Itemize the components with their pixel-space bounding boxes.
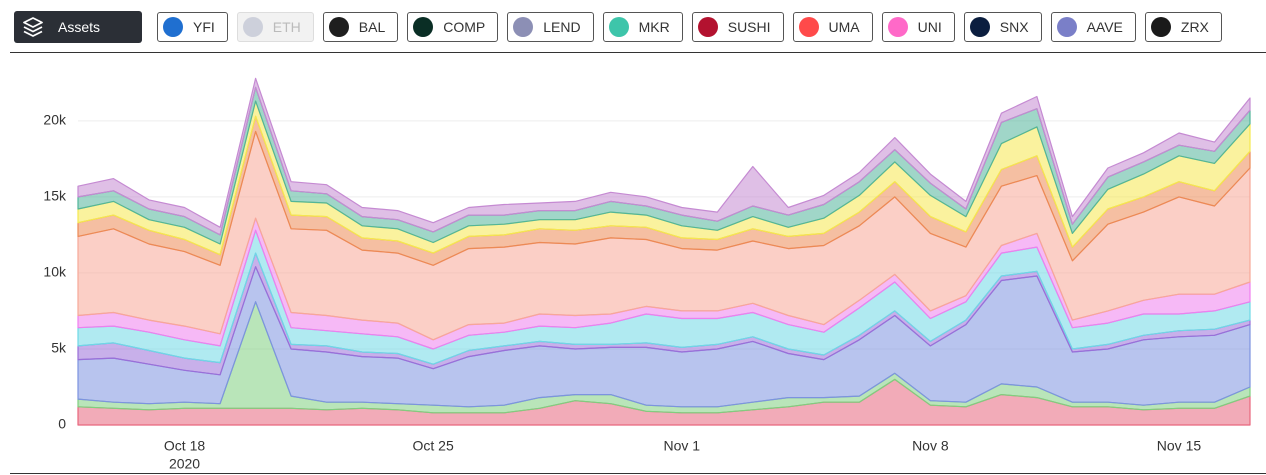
asset-icon xyxy=(413,17,434,37)
stack-icon xyxy=(23,17,43,37)
asset-button[interactable]: BAL xyxy=(322,12,399,42)
assets-label: Assets xyxy=(58,19,101,35)
asset-icon xyxy=(242,17,263,37)
asset-button[interactable]: YFI xyxy=(157,12,228,42)
toolbar-divider xyxy=(10,52,1266,53)
x-tick-label: Oct 25 xyxy=(413,438,454,454)
asset-icon xyxy=(608,17,629,37)
asset-button: ETH xyxy=(236,12,314,42)
asset-button[interactable]: UMA xyxy=(792,12,873,42)
y-tick-label: 15k xyxy=(43,188,67,204)
asset-icon xyxy=(513,17,534,37)
asset-label: UMA xyxy=(828,19,860,35)
asset-label: LEND xyxy=(543,19,581,35)
toolbar: Assets YFI ETH BAL COMP LEND MKR SUSHI UMA UNI SN… xyxy=(14,11,1222,43)
asset-button[interactable]: SUSHI xyxy=(691,12,784,42)
y-tick-label: 0 xyxy=(58,416,66,432)
asset-label: ETH xyxy=(272,19,301,35)
asset-icon xyxy=(969,17,990,37)
asset-button[interactable]: AAVE xyxy=(1050,12,1136,42)
asset-label: MKR xyxy=(638,19,670,35)
asset-label: UNI xyxy=(917,19,942,35)
x-tick-label: Oct 18 xyxy=(164,438,205,454)
x-tick-label: Nov 15 xyxy=(1157,438,1202,454)
asset-icon xyxy=(328,17,349,37)
x-tick-label: Nov 1 xyxy=(663,438,700,454)
x-sub-label: 2020 xyxy=(169,456,200,472)
asset-label: ZRX xyxy=(1180,19,1209,35)
asset-button[interactable]: COMP xyxy=(407,12,499,42)
asset-icon xyxy=(1150,17,1171,37)
y-tick-label: 20k xyxy=(43,112,67,128)
asset-label: SNX xyxy=(999,19,1029,35)
x-tick-label: Nov 8 xyxy=(912,438,949,454)
asset-button[interactable]: ZRX xyxy=(1144,12,1222,42)
asset-button[interactable]: SNX xyxy=(963,12,1042,42)
asset-label: YFI xyxy=(193,19,215,35)
asset-label: COMP xyxy=(443,19,486,35)
asset-icon xyxy=(1056,17,1077,37)
asset-label: AAVE xyxy=(1086,19,1123,35)
assets-button[interactable]: Assets xyxy=(14,11,142,43)
asset-icon xyxy=(697,17,718,37)
asset-icon xyxy=(798,17,819,37)
asset-button[interactable]: MKR xyxy=(602,12,683,42)
y-tick-label: 10k xyxy=(43,264,67,280)
asset-button[interactable]: UNI xyxy=(881,12,955,42)
area xyxy=(77,77,1251,236)
asset-icon xyxy=(887,17,908,37)
y-tick-label: 5k xyxy=(51,340,67,356)
asset-icon xyxy=(163,17,183,37)
asset-button[interactable]: LEND xyxy=(507,12,594,42)
asset-label: BAL xyxy=(358,19,386,35)
bottom-divider xyxy=(10,473,1266,474)
asset-label: SUSHI xyxy=(727,19,771,35)
